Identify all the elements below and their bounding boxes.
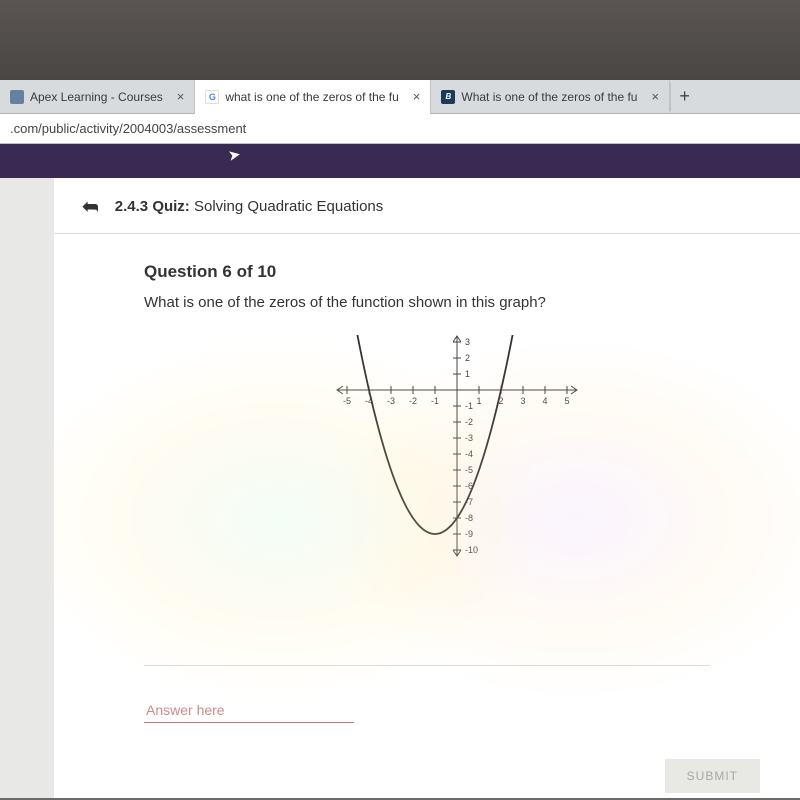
svg-text:-8: -8: [465, 513, 473, 523]
graph-container: -5-4-3-2-112345321-1-2-3-4-5-6-7-8-9-10: [144, 327, 750, 615]
question-counter: Question 6 of 10: [144, 262, 750, 282]
svg-text:-5: -5: [465, 465, 473, 475]
left-gutter: [0, 178, 54, 798]
close-icon[interactable]: ×: [169, 89, 185, 104]
favicon-google: G: [205, 90, 219, 104]
svg-text:4: 4: [542, 396, 547, 406]
question-text: What is one of the zeros of the function…: [144, 294, 750, 311]
tab-brainly[interactable]: B What is one of the zeros of the fu ×: [431, 80, 670, 114]
browser-tab-strip: Apex Learning - Courses × G what is one …: [0, 80, 800, 114]
quiz-label: Quiz:: [152, 198, 190, 215]
tab-apex[interactable]: Apex Learning - Courses ×: [0, 80, 195, 114]
app-header-bar: ➤: [0, 144, 800, 178]
tab-label: what is one of the zeros of the fu: [225, 90, 398, 104]
svg-text:-1: -1: [431, 396, 439, 406]
svg-text:-2: -2: [465, 417, 473, 427]
answer-area: [144, 665, 710, 723]
cursor-icon: ➤: [227, 145, 243, 165]
quiz-topic: Solving Quadratic Equations: [194, 198, 383, 215]
quiz-number: 2.4.3: [115, 198, 148, 215]
svg-text:1: 1: [465, 369, 470, 379]
quiz-page: ➦ 2.4.3 Quiz: Solving Quadratic Equation…: [54, 178, 800, 798]
svg-text:-2: -2: [409, 396, 417, 406]
svg-text:-4: -4: [465, 449, 473, 459]
svg-text:1: 1: [476, 396, 481, 406]
submit-button[interactable]: SUBMIT: [665, 759, 760, 793]
close-icon[interactable]: ×: [643, 89, 659, 104]
favicon-brainly: B: [441, 90, 455, 104]
tab-label: Apex Learning - Courses: [30, 90, 163, 104]
function-graph: -5-4-3-2-112345321-1-2-3-4-5-6-7-8-9-10: [297, 335, 597, 595]
svg-text:3: 3: [465, 337, 470, 347]
svg-text:-10: -10: [465, 545, 478, 555]
svg-text:-1: -1: [465, 401, 473, 411]
answer-input[interactable]: [144, 698, 354, 723]
svg-text:2: 2: [465, 353, 470, 363]
svg-text:5: 5: [564, 396, 569, 406]
quiz-title: 2.4.3 Quiz: Solving Quadratic Equations: [115, 198, 384, 215]
new-tab-button[interactable]: +: [670, 83, 698, 111]
back-arrow-icon[interactable]: ➦: [82, 194, 99, 219]
svg-text:-3: -3: [387, 396, 395, 406]
close-icon[interactable]: ×: [405, 89, 421, 104]
svg-text:-5: -5: [343, 396, 351, 406]
tab-label: What is one of the zeros of the fu: [461, 90, 637, 104]
tab-google-search[interactable]: G what is one of the zeros of the fu ×: [195, 80, 431, 114]
url-text: .com/public/activity/2004003/assessment: [10, 121, 246, 136]
svg-text:-9: -9: [465, 529, 473, 539]
favicon-apex: [10, 90, 24, 104]
url-bar[interactable]: .com/public/activity/2004003/assessment: [0, 114, 800, 144]
svg-text:3: 3: [520, 396, 525, 406]
quiz-header: ➦ 2.4.3 Quiz: Solving Quadratic Equation…: [54, 178, 800, 234]
svg-text:-3: -3: [465, 433, 473, 443]
window-top-dark: [0, 0, 800, 80]
